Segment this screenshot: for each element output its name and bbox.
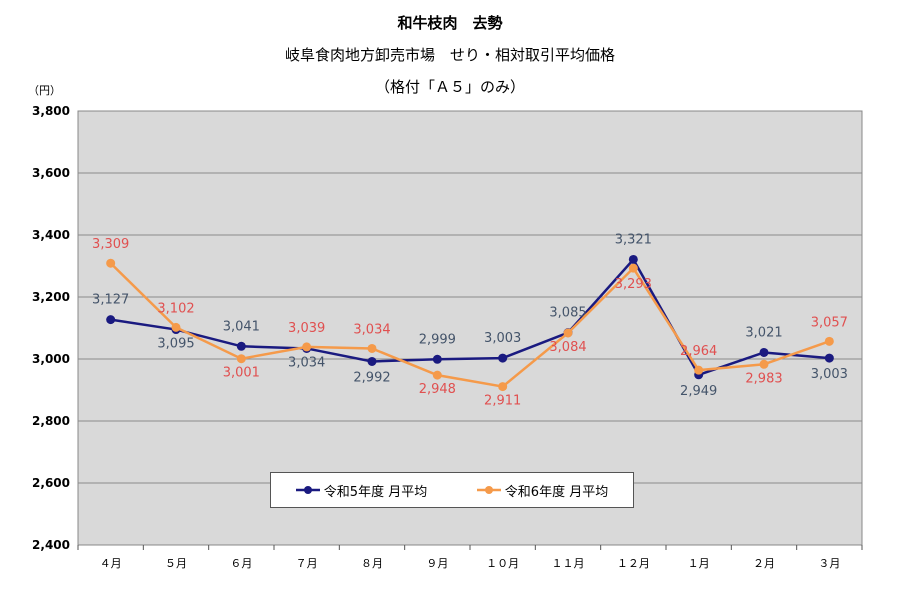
x-tick-label: １０月 <box>486 557 519 570</box>
data-point <box>106 258 116 268</box>
y-tick-label: 3,400 <box>32 228 70 242</box>
y-tick-label: 3,600 <box>32 166 70 180</box>
data-label: 3,293 <box>615 277 652 292</box>
series-line-r6 <box>109 262 830 388</box>
data-point <box>498 382 508 392</box>
data-label: 2,911 <box>484 394 521 409</box>
data-label: 3,084 <box>549 340 586 355</box>
data-point <box>302 342 312 352</box>
data-point <box>694 365 704 375</box>
data-point <box>367 356 377 366</box>
data-label: 3,021 <box>745 325 782 340</box>
chart-subtitle: 岐阜食肉地方卸売市場 せり・相対取引平均価格 <box>284 46 615 64</box>
data-label: 2,949 <box>680 384 717 399</box>
data-label: 3,003 <box>484 331 521 346</box>
data-point <box>824 353 834 363</box>
data-label: 3,095 <box>157 337 194 352</box>
data-label: 2,992 <box>353 370 390 385</box>
data-label: 3,039 <box>288 321 325 336</box>
data-label: 3,001 <box>223 366 260 381</box>
data-point <box>432 354 442 364</box>
y-tick-label: 2,800 <box>32 414 70 428</box>
data-label: 2,948 <box>419 382 456 397</box>
data-label: 3,085 <box>549 306 586 321</box>
data-label: 3,309 <box>92 237 129 252</box>
y-tick-label: 2,600 <box>32 476 70 490</box>
x-tick-label: ７月 <box>296 557 318 570</box>
data-point <box>498 353 508 363</box>
data-point <box>628 254 638 264</box>
x-tick-label: ９月 <box>426 557 448 570</box>
data-label: 2,983 <box>745 371 782 386</box>
data-label: 3,321 <box>615 232 652 247</box>
data-point <box>171 322 181 332</box>
legend-label-r6: 令和6年度 月平均 <box>504 484 609 500</box>
data-point <box>759 359 769 369</box>
legend: 令和5年度 月平均 令和6年度 月平均 <box>270 472 634 508</box>
chart-subtitle-grade: （格付「Ａ５」のみ） <box>374 78 525 96</box>
chart-title: 和牛枝肉 去勢 <box>397 14 503 32</box>
legend-label-r5: 令和5年度 月平均 <box>323 484 428 500</box>
data-label: 2,964 <box>680 344 717 359</box>
legend-item-r6: 令和6年度 月平均 <box>476 481 609 500</box>
legend-item-r5: 令和5年度 月平均 <box>295 481 428 500</box>
x-tick-label: ２月 <box>753 557 775 570</box>
data-label: 3,003 <box>811 367 848 382</box>
data-point <box>824 336 834 346</box>
x-tick-label: １月 <box>688 557 710 570</box>
x-tick-label: ６月 <box>230 557 252 570</box>
data-label: 2,999 <box>419 332 456 347</box>
y-tick-label: 3,000 <box>32 352 70 366</box>
data-point <box>628 263 638 273</box>
data-point <box>563 328 573 338</box>
x-tick-label: ４月 <box>100 557 122 570</box>
data-label: 3,034 <box>288 355 325 370</box>
data-point <box>106 315 116 325</box>
data-point <box>236 354 246 364</box>
data-label: 3,034 <box>353 322 390 337</box>
y-axis-unit: （円） <box>28 84 61 97</box>
x-tick-label: １１月 <box>552 557 585 570</box>
data-label: 3,127 <box>92 293 129 308</box>
series-line-r5 <box>110 257 830 377</box>
x-tick-label: ３月 <box>818 557 840 570</box>
x-tick-label: １２月 <box>617 557 650 570</box>
data-point <box>432 370 442 380</box>
x-tick-label: ８月 <box>361 557 383 570</box>
y-tick-label: 2,400 <box>32 538 70 552</box>
data-label: 3,102 <box>157 301 194 316</box>
data-point <box>759 347 769 357</box>
data-label: 3,041 <box>223 319 260 334</box>
data-point <box>236 341 246 351</box>
legend-marker-r6 <box>476 486 501 494</box>
x-tick-label: ５月 <box>165 557 187 570</box>
y-tick-label: 3,800 <box>32 104 70 118</box>
legend-marker-r5 <box>295 486 320 494</box>
data-point <box>367 343 377 353</box>
data-label: 3,057 <box>811 315 848 330</box>
y-tick-label: 3,200 <box>32 290 70 304</box>
